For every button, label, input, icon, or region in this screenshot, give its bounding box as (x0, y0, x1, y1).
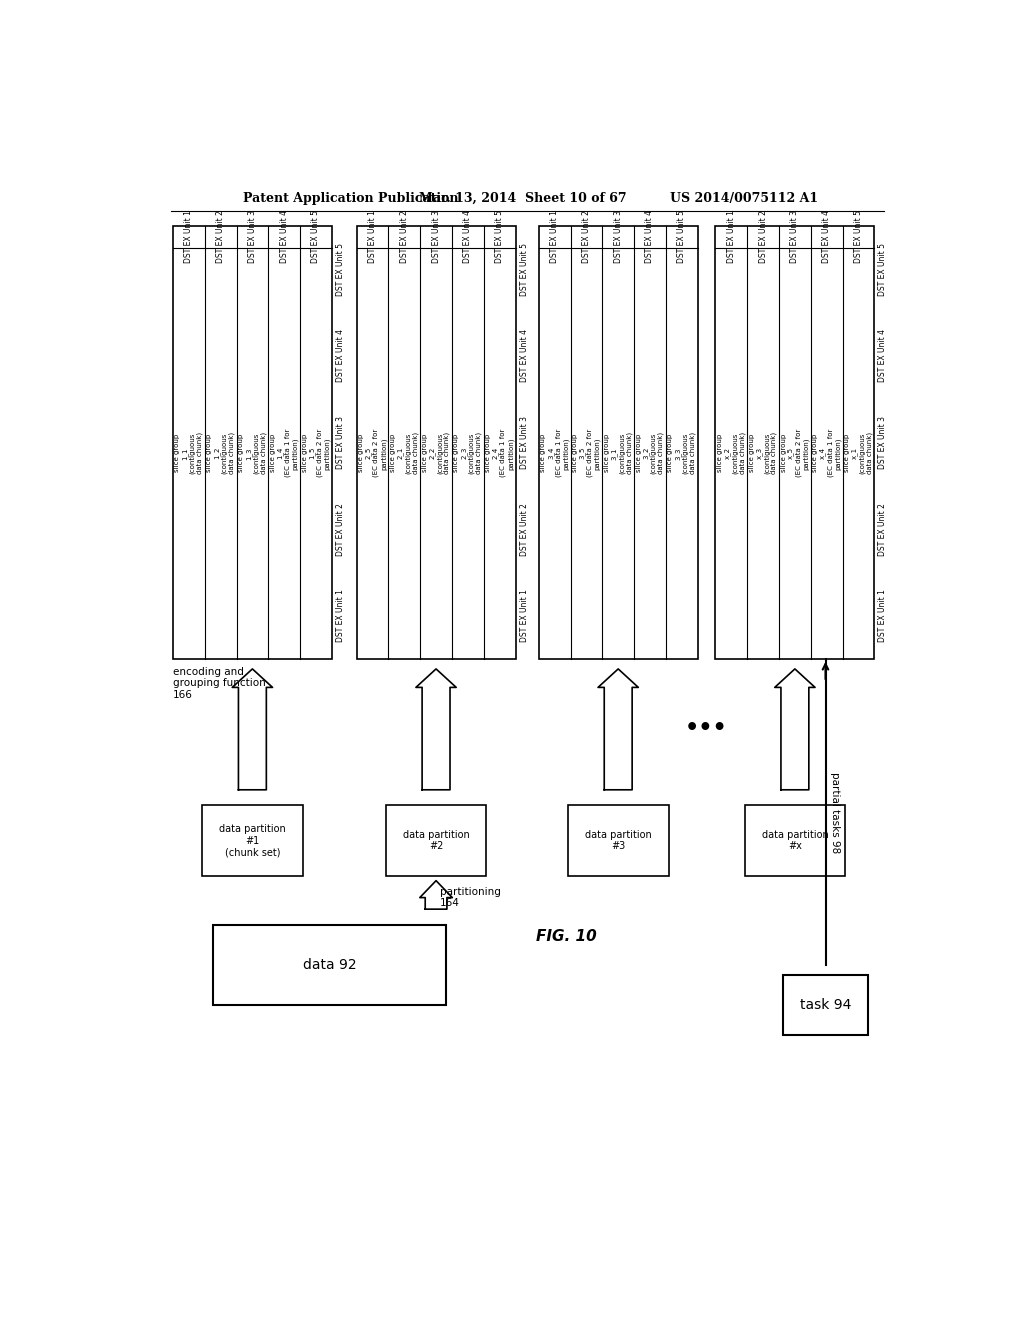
Text: DST EX Unit 2: DST EX Unit 2 (759, 210, 768, 264)
Bar (568, 805, 669, 876)
Text: DST EX Unit 1: DST EX Unit 1 (519, 589, 528, 642)
Text: slice group
1_1
(contiguous
data chunk): slice group 1_1 (contiguous data chunk) (174, 432, 203, 474)
Text: Patent Application Publication: Patent Application Publication (243, 191, 458, 205)
Text: encoding and
grouping function
166: encoding and grouping function 166 (173, 667, 265, 700)
Bar (386, 805, 486, 876)
Text: data partition
#3: data partition #3 (585, 830, 651, 851)
Text: slice group
2_1
(contiguous
data chunk): slice group 2_1 (contiguous data chunk) (390, 432, 419, 474)
Bar (213, 924, 445, 1006)
Text: DST EX Unit 5: DST EX Unit 5 (879, 243, 888, 296)
Text: US 2014/0075112 A1: US 2014/0075112 A1 (671, 191, 818, 205)
Text: DST EX Unit 4: DST EX Unit 4 (822, 210, 831, 264)
Text: DST EX Unit 1: DST EX Unit 1 (368, 210, 377, 264)
Text: DST EX Unit 2: DST EX Unit 2 (399, 210, 409, 264)
Text: DST EX Unit 4: DST EX Unit 4 (336, 330, 345, 383)
Bar (356, 226, 515, 659)
Bar (173, 226, 332, 659)
Polygon shape (232, 669, 272, 789)
Text: slice group
x_2
(contiguous
data chunk): slice group x_2 (contiguous data chunk) (717, 432, 745, 474)
Text: DST EX Unit 2: DST EX Unit 2 (216, 210, 225, 264)
Text: slice group
2_3
(contiguous
data chunk): slice group 2_3 (contiguous data chunk) (454, 432, 482, 474)
Text: DST EX Unit 1: DST EX Unit 1 (550, 210, 559, 264)
Text: slice group
3_1
(contiguous
data chunk): slice group 3_1 (contiguous data chunk) (604, 432, 633, 474)
Text: slice group
x_3
(contiguous
data chunk): slice group x_3 (contiguous data chunk) (749, 432, 777, 474)
Text: data partition
#2: data partition #2 (402, 830, 469, 851)
Text: DST EX Unit 4: DST EX Unit 4 (519, 330, 528, 383)
Text: DST EX Unit 4: DST EX Unit 4 (879, 330, 888, 383)
Text: DST EX Unit 5: DST EX Unit 5 (311, 210, 321, 264)
Text: slice group
x_1
(contiguous
data chunk): slice group x_1 (contiguous data chunk) (844, 432, 872, 474)
Bar (783, 974, 868, 1035)
Text: slice group
x_5
(EC data 2 for
partition): slice group x_5 (EC data 2 for partition… (780, 429, 809, 478)
Text: DST EX Unit 4: DST EX Unit 4 (645, 210, 654, 264)
Text: DST EX Unit 2: DST EX Unit 2 (582, 210, 591, 264)
Polygon shape (598, 669, 638, 789)
Text: DST EX Unit 3: DST EX Unit 3 (431, 210, 440, 264)
Text: slice group
3_4
(EC data 1 for
partition): slice group 3_4 (EC data 1 for partition… (541, 429, 569, 478)
Text: DST EX Unit 2: DST EX Unit 2 (519, 503, 528, 556)
Text: data partition
#x: data partition #x (762, 830, 828, 851)
Text: slice group
3_5
(EC data 2 for
partition): slice group 3_5 (EC data 2 for partition… (572, 429, 601, 478)
Text: partial tasks 98: partial tasks 98 (829, 771, 840, 853)
Text: •••: ••• (685, 718, 728, 738)
Text: DST EX Unit 1: DST EX Unit 1 (184, 210, 194, 264)
Text: DST EX Unit 3: DST EX Unit 3 (336, 416, 345, 469)
Text: DST EX Unit 3: DST EX Unit 3 (248, 210, 257, 264)
Text: data partition
#1
(chunk set): data partition #1 (chunk set) (219, 824, 286, 857)
Text: DST EX Unit 3: DST EX Unit 3 (879, 416, 888, 469)
Text: DST EX Unit 2: DST EX Unit 2 (879, 503, 888, 556)
Text: DST EX Unit 3: DST EX Unit 3 (519, 416, 528, 469)
Text: Mar. 13, 2014  Sheet 10 of 67: Mar. 13, 2014 Sheet 10 of 67 (419, 191, 627, 205)
Text: slice group
3_2
(contiguous
data chunk): slice group 3_2 (contiguous data chunk) (636, 432, 665, 474)
Text: DST EX Unit 2: DST EX Unit 2 (336, 503, 345, 556)
Text: slice group
1_3
(contiguous
data chunk): slice group 1_3 (contiguous data chunk) (238, 432, 267, 474)
Text: DST EX Unit 3: DST EX Unit 3 (791, 210, 800, 264)
Text: slice group
1_2
(contiguous
data chunk): slice group 1_2 (contiguous data chunk) (206, 432, 234, 474)
Text: FIG. 10: FIG. 10 (536, 928, 596, 944)
Text: DST EX Unit 5: DST EX Unit 5 (336, 243, 345, 296)
Text: slice group
1_5
(EC data 2 for
partition): slice group 1_5 (EC data 2 for partition… (301, 429, 331, 478)
Text: DST EX Unit 4: DST EX Unit 4 (463, 210, 472, 264)
Text: slice group
1_4
(EC data 1 for
partition): slice group 1_4 (EC data 1 for partition… (269, 429, 299, 478)
Polygon shape (775, 669, 815, 789)
Text: DST EX Unit 3: DST EX Unit 3 (613, 210, 623, 264)
Text: DST EX Unit 1: DST EX Unit 1 (336, 589, 345, 642)
Text: slice group
2_4
(EC data 1 for
partition): slice group 2_4 (EC data 1 for partition… (485, 429, 514, 478)
Text: DST EX Unit 4: DST EX Unit 4 (280, 210, 289, 264)
Text: DST EX Unit 5: DST EX Unit 5 (496, 210, 504, 264)
Text: DST EX Unit 1: DST EX Unit 1 (879, 589, 888, 642)
Polygon shape (416, 669, 457, 789)
Bar (202, 805, 303, 876)
Polygon shape (420, 880, 453, 909)
Bar (716, 226, 874, 659)
Text: slice group
x_4
(EC data 1 for
partition): slice group x_4 (EC data 1 for partition… (812, 429, 841, 478)
Text: slice group
2_2
(contiguous
data chunk): slice group 2_2 (contiguous data chunk) (422, 432, 451, 474)
Text: slice group
2_5
(EC data 2 for
partition): slice group 2_5 (EC data 2 for partition… (358, 429, 387, 478)
Text: partitioning
164: partitioning 164 (440, 887, 501, 908)
Bar (744, 805, 845, 876)
Bar (539, 226, 697, 659)
Text: data 92: data 92 (303, 958, 356, 972)
Text: DST EX Unit 1: DST EX Unit 1 (727, 210, 736, 264)
Text: DST EX Unit 5: DST EX Unit 5 (677, 210, 686, 264)
Text: DST EX Unit 5: DST EX Unit 5 (854, 210, 863, 264)
Text: slice group
3_3
(contiguous
data chunk): slice group 3_3 (contiguous data chunk) (668, 432, 696, 474)
Text: task 94: task 94 (800, 998, 851, 1011)
Text: DST EX Unit 5: DST EX Unit 5 (519, 243, 528, 296)
